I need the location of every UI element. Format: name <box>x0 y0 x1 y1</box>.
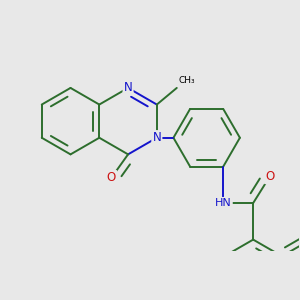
Text: HN: HN <box>215 198 232 208</box>
Text: O: O <box>265 170 274 183</box>
Text: CH₃: CH₃ <box>178 76 195 85</box>
Text: N: N <box>124 81 132 94</box>
Text: O: O <box>107 171 116 184</box>
Text: N: N <box>152 131 161 144</box>
